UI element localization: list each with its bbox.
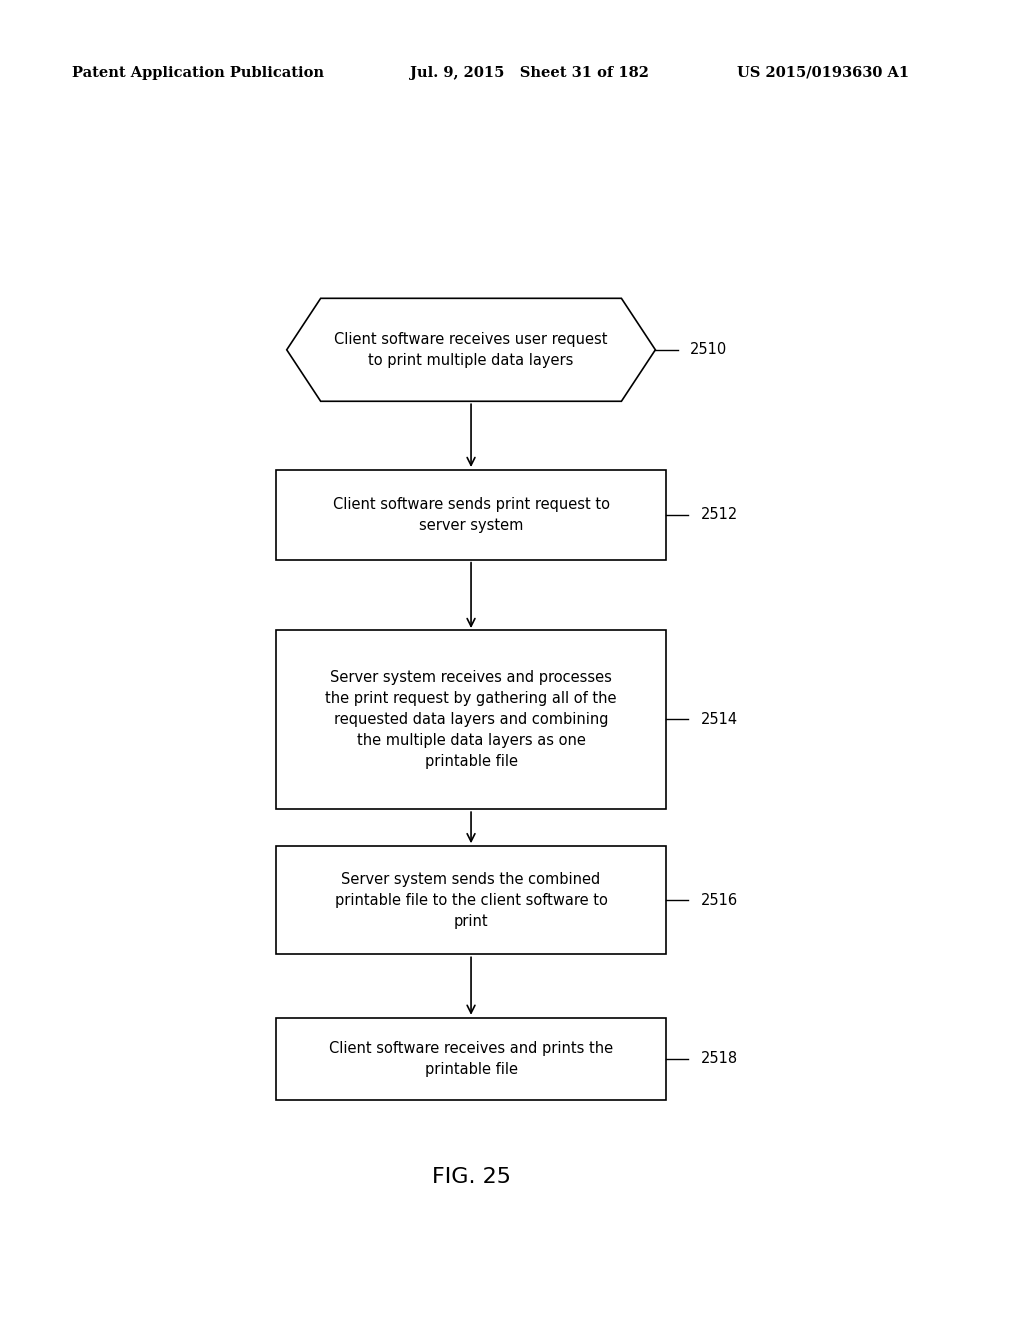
Text: 2514: 2514 xyxy=(700,711,737,727)
Text: Client software sends print request to
server system: Client software sends print request to s… xyxy=(333,496,609,533)
Text: 2512: 2512 xyxy=(700,507,737,523)
Text: Server system sends the combined
printable file to the client software to
print: Server system sends the combined printab… xyxy=(335,871,607,929)
Text: 2516: 2516 xyxy=(700,892,737,908)
Text: Client software receives and prints the
printable file: Client software receives and prints the … xyxy=(329,1040,613,1077)
Text: Jul. 9, 2015   Sheet 31 of 182: Jul. 9, 2015 Sheet 31 of 182 xyxy=(410,66,648,79)
Text: 2510: 2510 xyxy=(690,342,727,358)
Text: Patent Application Publication: Patent Application Publication xyxy=(72,66,324,79)
Text: US 2015/0193630 A1: US 2015/0193630 A1 xyxy=(737,66,909,79)
Text: Client software receives user request
to print multiple data layers: Client software receives user request to… xyxy=(334,331,608,368)
Text: 2518: 2518 xyxy=(700,1051,737,1067)
Text: Server system receives and processes
the print request by gathering all of the
r: Server system receives and processes the… xyxy=(326,671,616,768)
Text: FIG. 25: FIG. 25 xyxy=(431,1167,511,1188)
